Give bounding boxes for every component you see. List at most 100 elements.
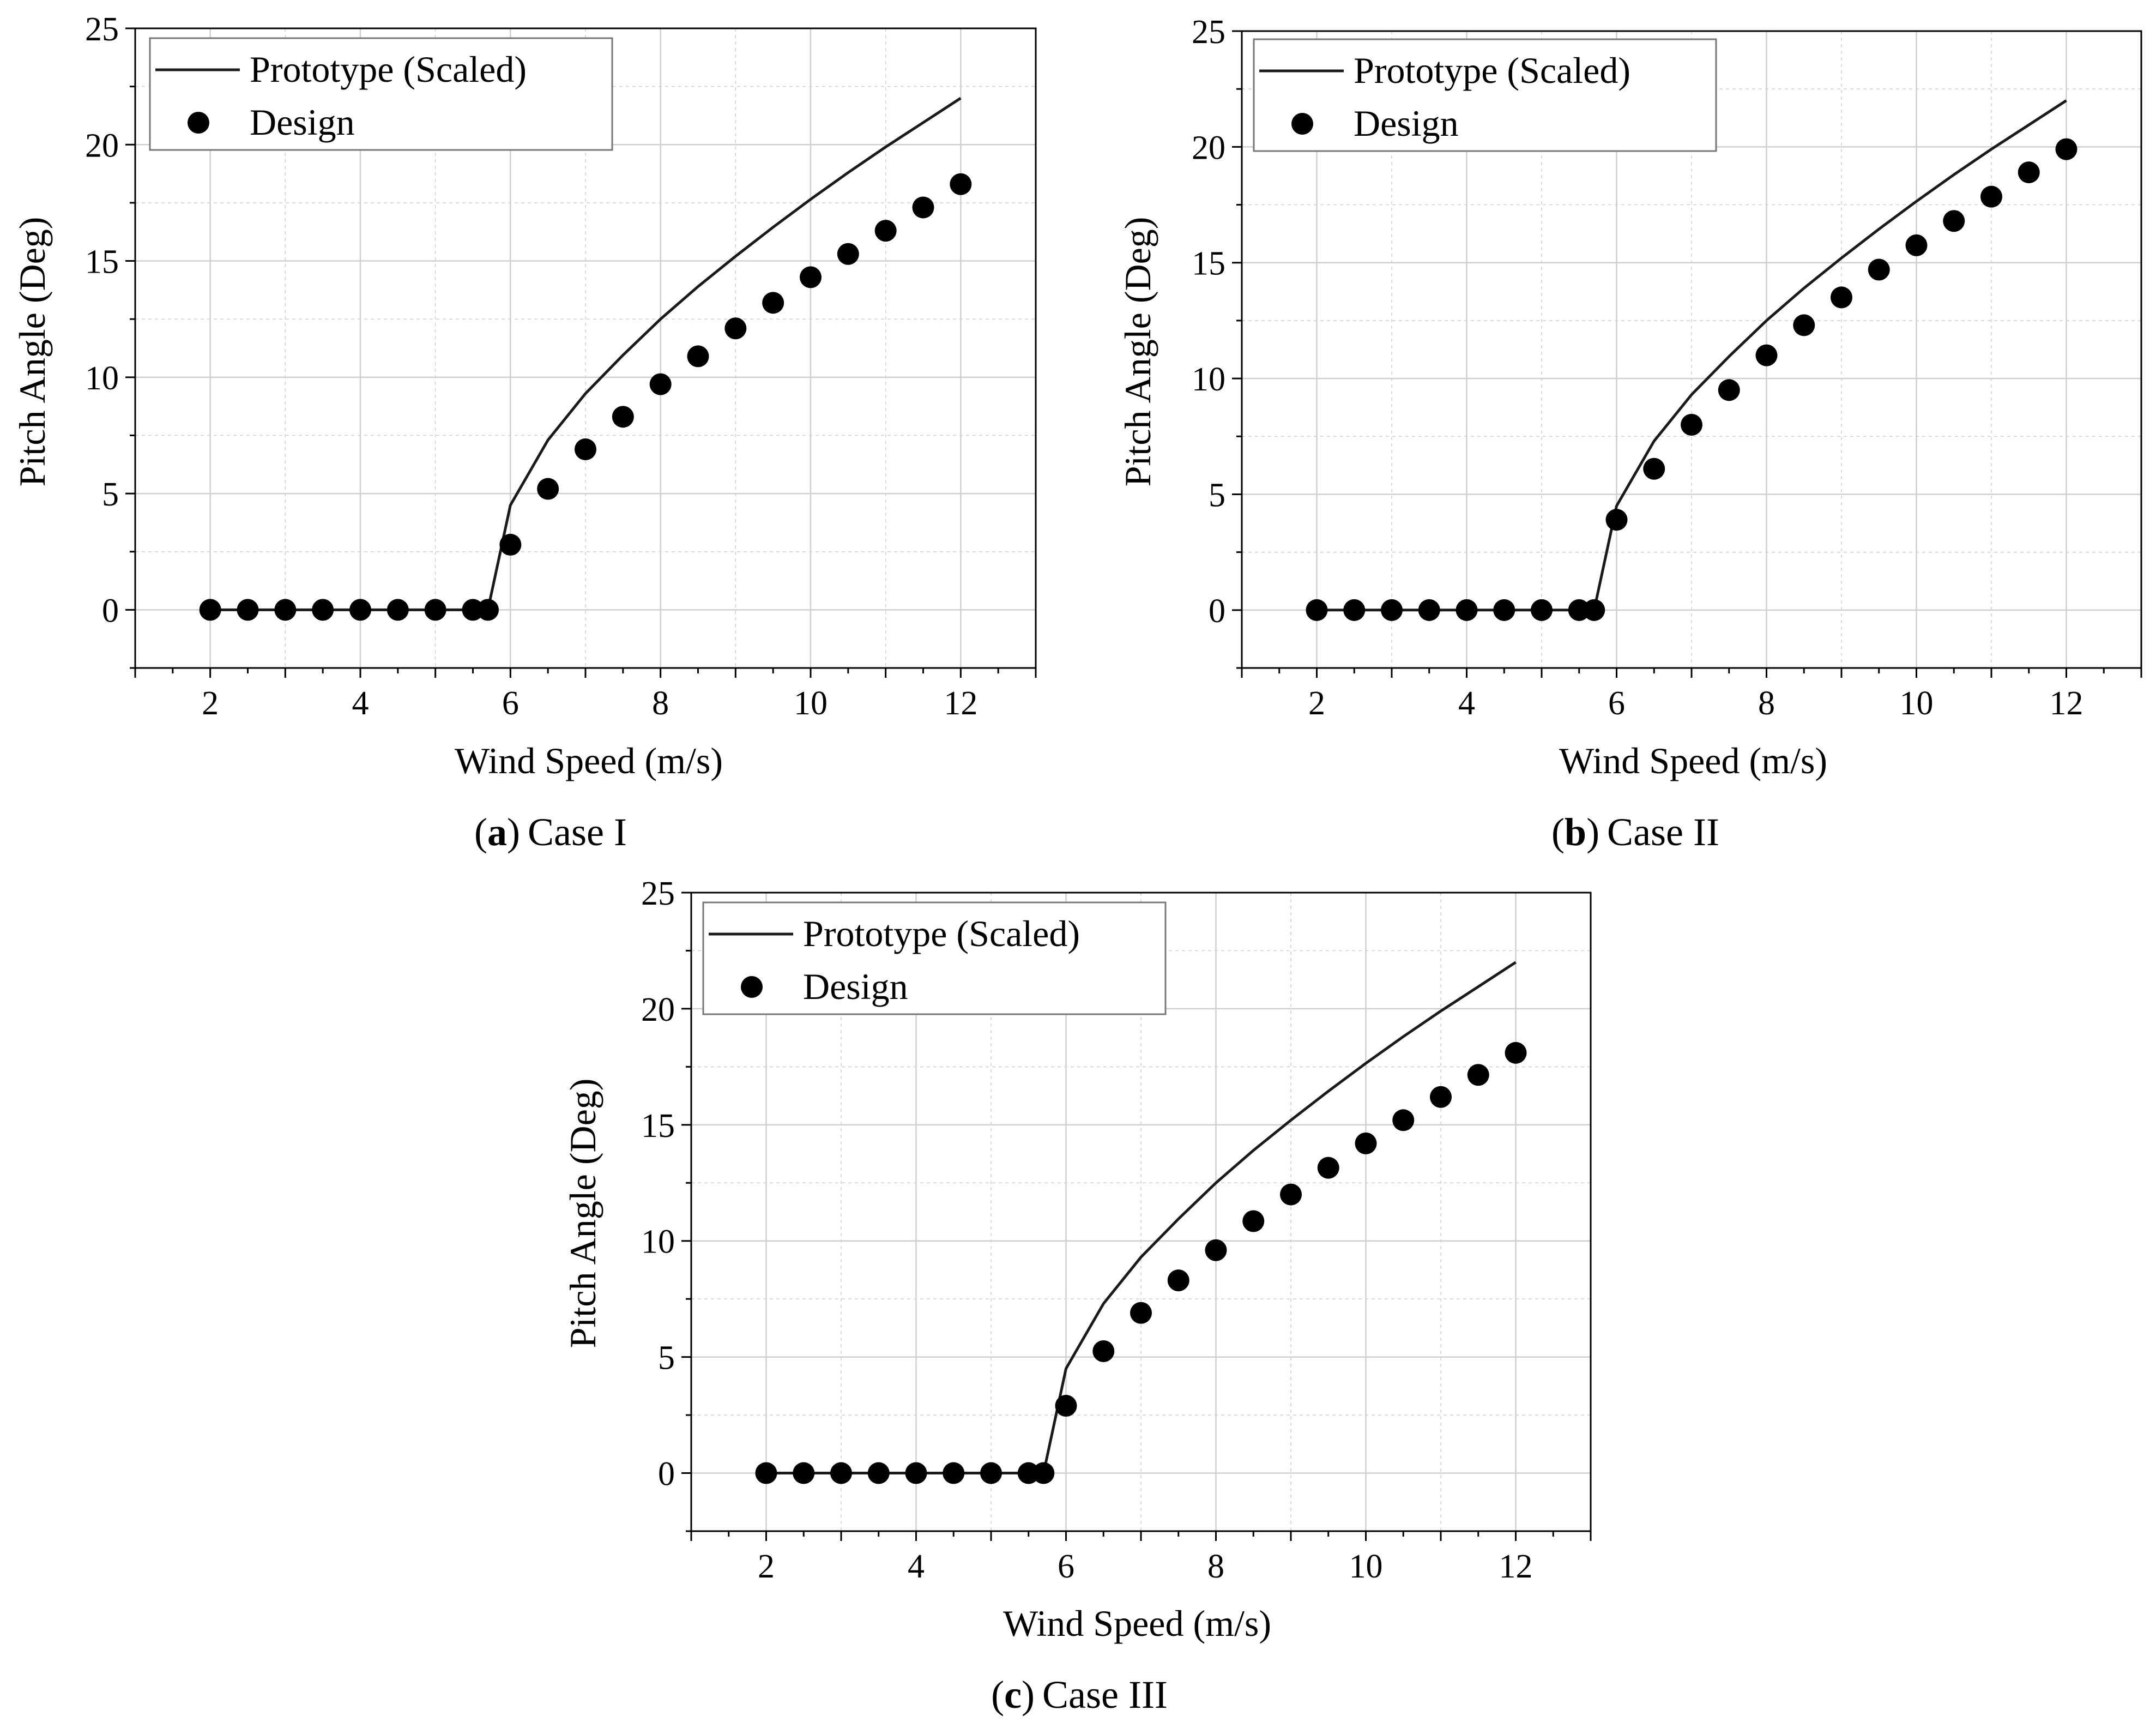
design-point xyxy=(1793,314,1815,336)
caption-open: ( xyxy=(991,1673,1004,1717)
design-point xyxy=(1718,379,1740,401)
design-point xyxy=(1643,457,1665,480)
design-point xyxy=(2055,138,2078,160)
legend-marker-swatch xyxy=(188,112,209,134)
design-point xyxy=(800,266,822,288)
design-point xyxy=(1381,599,1403,621)
x-tick-label: 8 xyxy=(1758,685,1775,722)
x-tick-label: 2 xyxy=(1308,685,1325,722)
x-tick-label: 6 xyxy=(502,685,519,722)
design-point xyxy=(1831,286,1852,309)
x-tick-label: 6 xyxy=(1608,685,1625,722)
chart-panel-c: 2 4 6 8 10 12 0 5 10 15 20 25 Wind Speed (m/s) Pitc… xyxy=(562,875,1592,1717)
y-tick-label: 15 xyxy=(1192,245,1225,282)
x-tick-label: 10 xyxy=(1349,1548,1383,1585)
design-point xyxy=(1755,344,1778,366)
design-point xyxy=(837,243,859,265)
series-layer xyxy=(755,961,1527,1484)
y-axis-title: Pitch Angle (Deg) xyxy=(1117,217,1158,487)
tick-labels: 2 4 6 8 10 12 0 5 10 15 20 25 xyxy=(1192,14,2083,722)
design-point xyxy=(1317,1157,1339,1179)
design-point xyxy=(755,1462,777,1484)
x-tick-label: 10 xyxy=(794,685,828,722)
design-point xyxy=(237,599,259,621)
legend: Prototype (Scaled) Design xyxy=(1253,38,1717,152)
x-tick-label: 10 xyxy=(1900,685,1934,722)
design-point xyxy=(1205,1239,1227,1261)
legend-label-prototype: Prototype (Scaled) xyxy=(1354,50,1630,91)
design-point xyxy=(830,1462,852,1484)
design-point xyxy=(1418,599,1440,621)
design-point xyxy=(386,599,409,621)
x-tick-label: 4 xyxy=(352,685,369,722)
y-tick-label: 15 xyxy=(85,244,119,281)
chart-panel-b: 2 4 6 8 10 12 0 5 10 15 20 25 Wind Speed (m/s) Pitc… xyxy=(1117,14,2142,854)
caption: (a) Case I xyxy=(474,810,627,854)
design-point xyxy=(649,373,672,395)
legend-label-prototype: Prototype (Scaled) xyxy=(803,913,1080,954)
design-point xyxy=(1017,1462,1040,1484)
legend-marker-swatch xyxy=(1291,113,1313,135)
legend-marker-swatch xyxy=(741,976,763,998)
design-point xyxy=(199,599,221,621)
design-point xyxy=(1392,1109,1415,1131)
caption: (b) Case II xyxy=(1551,810,1719,854)
series-line-prototype xyxy=(766,961,1517,1474)
x-axis-title: Wind Speed (m/s) xyxy=(1559,740,1827,781)
y-tick-label: 5 xyxy=(102,476,119,513)
chart-panel-a: 2 4 6 8 10 12 0 5 10 15 20 25 Wind Speed (m/s) Pitc… xyxy=(11,11,1037,854)
caption-letter: c xyxy=(1004,1673,1022,1717)
design-point xyxy=(274,599,297,621)
design-point xyxy=(1306,599,1328,621)
y-tick-label: 0 xyxy=(1209,593,1225,630)
caption: (c) Case III xyxy=(991,1673,1168,1717)
design-point xyxy=(537,478,559,500)
design-point xyxy=(950,173,972,195)
y-tick-label: 20 xyxy=(85,127,119,164)
design-point xyxy=(1055,1395,1077,1417)
design-point xyxy=(1167,1269,1189,1292)
x-axis-title: Wind Speed (m/s) xyxy=(455,740,723,781)
design-point xyxy=(724,317,747,340)
y-tick-label: 5 xyxy=(658,1340,675,1377)
design-point xyxy=(1505,1041,1527,1064)
design-point xyxy=(477,599,499,621)
x-tick-label: 12 xyxy=(1499,1548,1533,1585)
design-point xyxy=(905,1462,927,1484)
design-point xyxy=(687,345,709,368)
design-point xyxy=(1568,599,1590,621)
design-point xyxy=(1493,599,1515,621)
caption-letter: b xyxy=(1565,810,1586,854)
y-tick-label: 20 xyxy=(641,991,675,1028)
design-point xyxy=(1343,599,1366,621)
series-line-prototype xyxy=(210,97,962,611)
design-point xyxy=(1681,414,1702,436)
caption-text: Case I xyxy=(528,810,627,854)
legend-label-design: Design xyxy=(1354,103,1459,144)
caption-letter: a xyxy=(487,810,507,854)
y-tick-label: 25 xyxy=(641,875,675,912)
caption-text: Case II xyxy=(1607,810,1719,854)
y-tick-label: 0 xyxy=(102,592,119,629)
axes xyxy=(1232,30,2142,678)
design-point xyxy=(1280,1183,1302,1206)
y-tick-label: 10 xyxy=(1192,361,1225,398)
design-point xyxy=(499,533,522,556)
design-point xyxy=(424,599,446,621)
x-tick-label: 8 xyxy=(652,685,669,722)
x-tick-label: 6 xyxy=(1058,1548,1074,1585)
y-axis-title: Pitch Angle (Deg) xyxy=(562,1079,603,1348)
design-point xyxy=(943,1462,965,1484)
caption-open: ( xyxy=(1551,810,1565,854)
design-point xyxy=(912,196,934,219)
x-tick-label: 12 xyxy=(2050,685,2083,722)
design-point xyxy=(1531,599,1553,621)
design-point xyxy=(1905,234,1928,256)
design-point xyxy=(1467,1064,1489,1086)
series-layer xyxy=(1306,99,2078,621)
series-line-prototype xyxy=(1316,99,2067,612)
design-point xyxy=(349,599,371,621)
x-tick-label: 8 xyxy=(1207,1548,1224,1585)
design-point xyxy=(1980,185,2002,208)
